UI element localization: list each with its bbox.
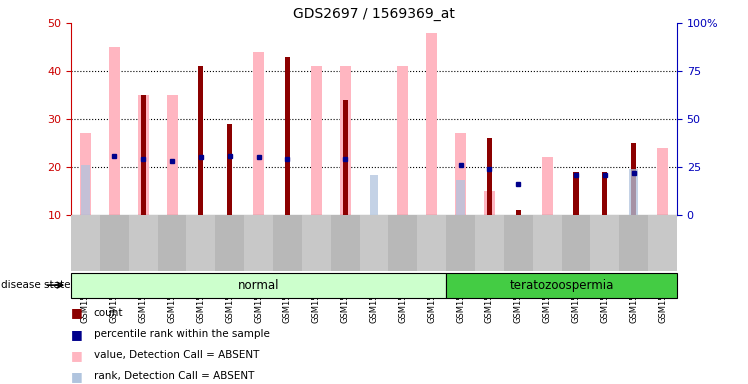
Bar (82, 165, 90, 215)
Text: ■: ■ (71, 370, 83, 383)
Bar (186, 215, 215, 271)
Bar (602, 172, 607, 215)
Text: percentile rank within the sample: percentile rank within the sample (94, 329, 269, 339)
Bar (397, 66, 408, 215)
Bar (71, 215, 100, 271)
Bar (574, 172, 578, 215)
Bar (343, 100, 348, 215)
Bar (631, 143, 637, 215)
Bar (370, 175, 378, 215)
Bar (456, 180, 465, 215)
Bar (484, 191, 495, 215)
Text: ■: ■ (71, 328, 83, 341)
Bar (141, 95, 146, 215)
Bar (590, 215, 619, 271)
Bar (311, 66, 322, 215)
Bar (629, 169, 638, 215)
Bar (215, 215, 244, 271)
Bar (158, 215, 186, 271)
Bar (273, 215, 302, 271)
Text: count: count (94, 308, 123, 318)
Bar (487, 138, 492, 215)
Bar (253, 52, 264, 215)
Bar (360, 215, 388, 271)
Bar (388, 215, 417, 271)
Bar (657, 148, 668, 215)
Bar (542, 157, 553, 215)
Bar (285, 56, 290, 215)
Text: disease state: disease state (1, 280, 71, 290)
Bar (475, 215, 504, 271)
Bar (167, 95, 177, 215)
Text: teratozoospermia: teratozoospermia (509, 279, 613, 291)
Bar (80, 134, 91, 215)
Text: ■: ■ (71, 349, 83, 362)
Text: normal: normal (238, 279, 279, 291)
Bar (129, 215, 158, 271)
Bar (198, 66, 203, 215)
Bar (417, 215, 446, 271)
Bar (340, 66, 351, 215)
Bar (619, 215, 648, 271)
Bar (533, 215, 562, 271)
Text: value, Detection Call = ABSENT: value, Detection Call = ABSENT (94, 350, 259, 360)
Bar (455, 134, 466, 215)
Bar (648, 215, 677, 271)
Bar (227, 124, 233, 215)
Text: rank, Detection Call = ABSENT: rank, Detection Call = ABSENT (94, 371, 254, 381)
Bar (138, 95, 149, 215)
Title: GDS2697 / 1569369_at: GDS2697 / 1569369_at (293, 7, 455, 21)
Text: ■: ■ (71, 306, 83, 319)
Bar (331, 215, 360, 271)
Bar (504, 215, 533, 271)
Bar (71, 273, 446, 298)
Bar (109, 47, 120, 215)
Bar (446, 215, 475, 271)
Bar (302, 215, 331, 271)
Bar (426, 33, 437, 215)
Bar (515, 210, 521, 215)
Bar (244, 215, 273, 271)
Bar (446, 273, 677, 298)
Bar (562, 215, 590, 271)
Bar (100, 215, 129, 271)
